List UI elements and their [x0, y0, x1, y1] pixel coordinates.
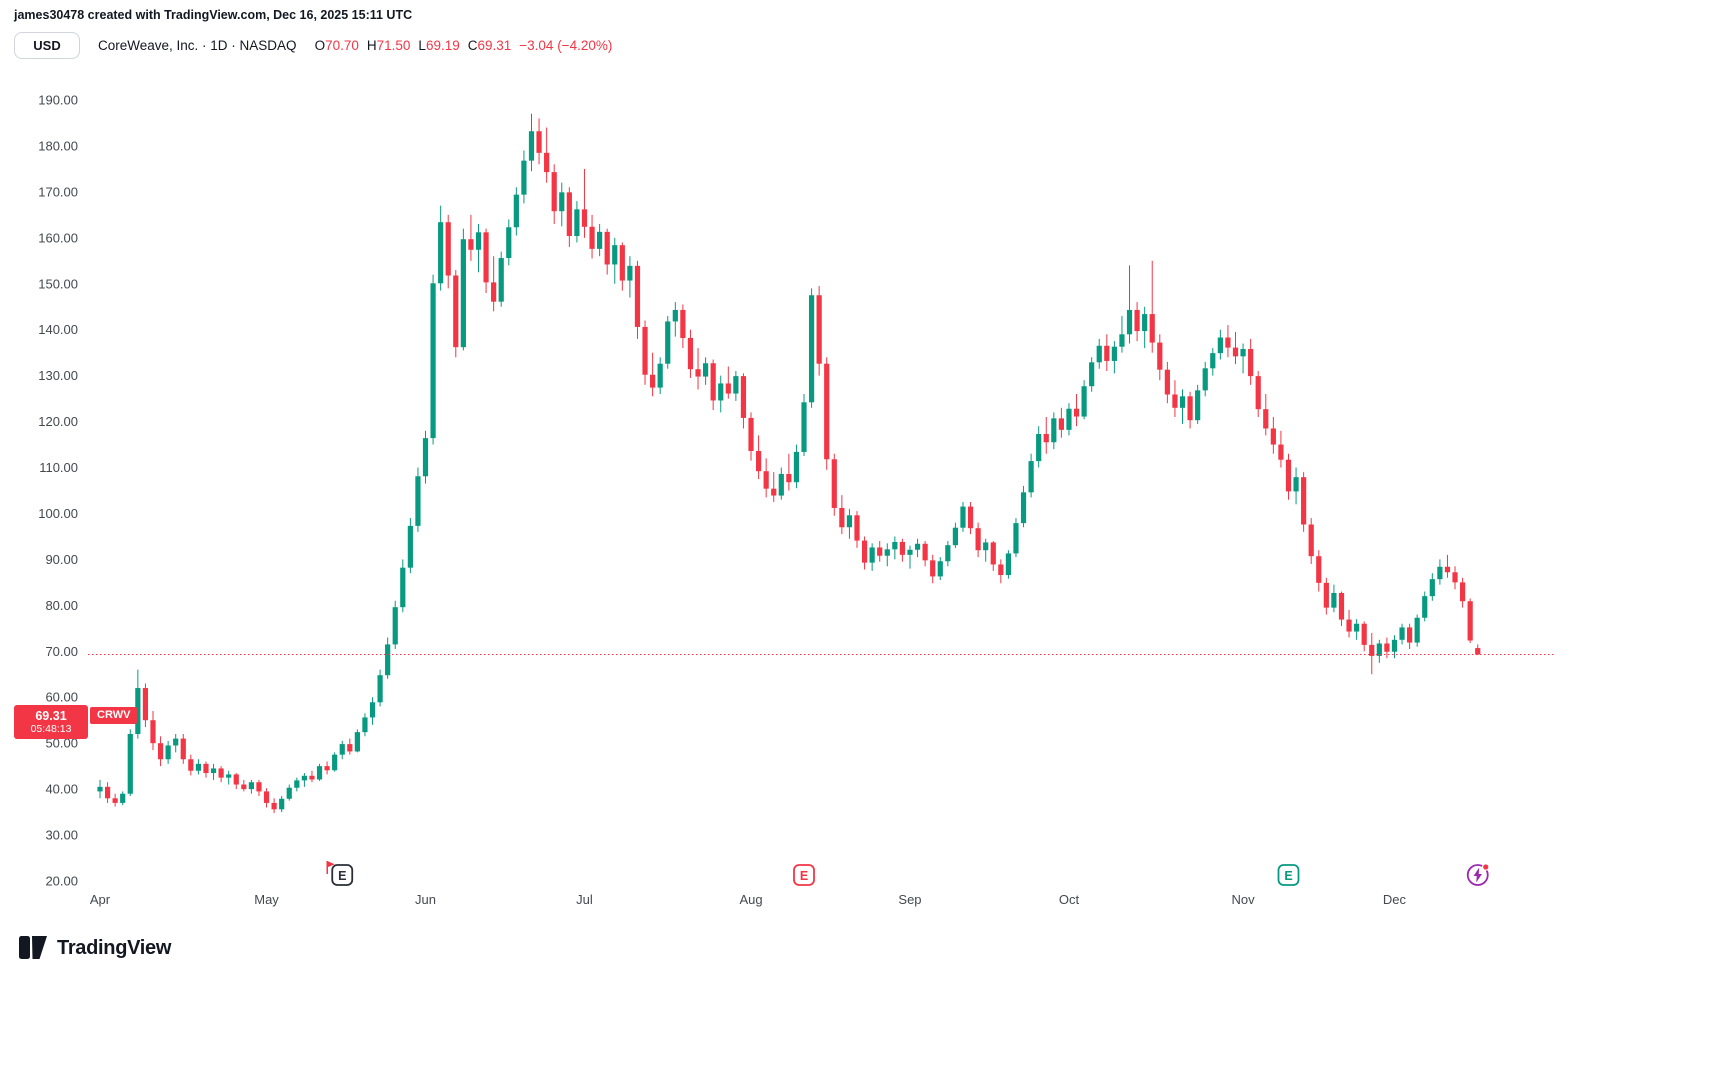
svg-text:150.00: 150.00: [38, 276, 78, 291]
attribution-text: james30478 created with TradingView.com,…: [14, 8, 413, 22]
ticker-tag: CRWV: [90, 707, 138, 724]
svg-text:60.00: 60.00: [45, 690, 78, 705]
low-label: L: [418, 38, 426, 53]
tradingview-logo-icon: [19, 936, 47, 959]
symbol-legend[interactable]: CoreWeave, Inc. · 1D · NASDAQ O70.70 H71…: [98, 38, 612, 53]
open-label: O: [314, 38, 326, 53]
high-value: 71.50: [376, 38, 411, 53]
svg-text:30.00: 30.00: [45, 828, 78, 843]
current-price-value: 69.31: [35, 708, 67, 723]
svg-text:180.00: 180.00: [38, 138, 78, 153]
candles-series[interactable]: [97, 113, 1481, 814]
countdown-timer: 05:48:13: [30, 723, 72, 735]
svg-text:Nov: Nov: [1232, 892, 1256, 907]
svg-text:160.00: 160.00: [38, 230, 78, 245]
earnings-marker-nov[interactable]: E: [1277, 864, 1300, 886]
svg-text:E: E: [1284, 869, 1292, 883]
open-value: 70.70: [325, 38, 359, 53]
ohlc-values: O70.70 H71.50 L69.19 C69.31 −3.04 (−4.20…: [307, 38, 613, 53]
svg-text:E: E: [338, 869, 346, 883]
svg-text:50.00: 50.00: [45, 736, 78, 751]
svg-text:Jul: Jul: [576, 892, 593, 907]
change-value: −3.04 (−4.20%): [519, 38, 613, 53]
svg-text:E: E: [800, 869, 808, 883]
close-value: 69.31: [477, 38, 512, 53]
svg-text:Sep: Sep: [898, 892, 921, 907]
tradingview-logo[interactable]: TradingView: [19, 936, 171, 960]
current-price-label: 69.31 05:48:13: [14, 705, 88, 739]
price-axis[interactable]: 190.00 180.00 170.00 160.00 150.00 140.00 130.…: [38, 93, 78, 889]
svg-text:110.00: 110.00: [39, 460, 78, 475]
symbol-title: CoreWeave, Inc. · 1D · NASDAQ: [98, 38, 297, 53]
svg-text:80.00: 80.00: [45, 598, 78, 613]
svg-text:100.00: 100.00: [38, 506, 78, 521]
svg-text:20.00: 20.00: [45, 874, 78, 889]
svg-text:70.00: 70.00: [45, 644, 78, 659]
svg-text:Dec: Dec: [1383, 892, 1407, 907]
price-chart[interactable]: 190.00 180.00 170.00 160.00 150.00 140.00 130.…: [0, 60, 1725, 920]
svg-text:Jun: Jun: [415, 892, 436, 907]
svg-text:90.00: 90.00: [45, 552, 78, 567]
time-axis[interactable]: Apr May Jun Jul Aug Sep Oct Nov Dec: [90, 892, 1407, 907]
svg-text:40.00: 40.00: [45, 782, 78, 797]
svg-text:May: May: [254, 892, 279, 907]
svg-text:190.00: 190.00: [38, 93, 78, 108]
svg-text:140.00: 140.00: [38, 322, 78, 337]
chart-area[interactable]: 190.00 180.00 170.00 160.00 150.00 140.00 130.…: [0, 60, 1725, 920]
tradingview-logo-text: TradingView: [57, 936, 172, 959]
high-label: H: [366, 38, 377, 53]
power-marker[interactable]: [1466, 863, 1490, 886]
svg-text:Apr: Apr: [90, 892, 111, 907]
low-value: 69.19: [425, 38, 460, 53]
svg-text:Aug: Aug: [739, 892, 762, 907]
earnings-marker-aug[interactable]: E: [793, 864, 815, 886]
svg-text:120.00: 120.00: [38, 414, 78, 429]
earnings-marker-may[interactable]: E: [326, 861, 354, 886]
close-label: C: [467, 38, 478, 53]
svg-text:130.00: 130.00: [38, 368, 78, 383]
svg-text:170.00: 170.00: [38, 184, 78, 199]
svg-text:Oct: Oct: [1059, 892, 1080, 907]
currency-button[interactable]: USD: [14, 32, 80, 59]
chart-header: USD CoreWeave, Inc. · 1D · NASDAQ O70.70…: [14, 32, 612, 59]
